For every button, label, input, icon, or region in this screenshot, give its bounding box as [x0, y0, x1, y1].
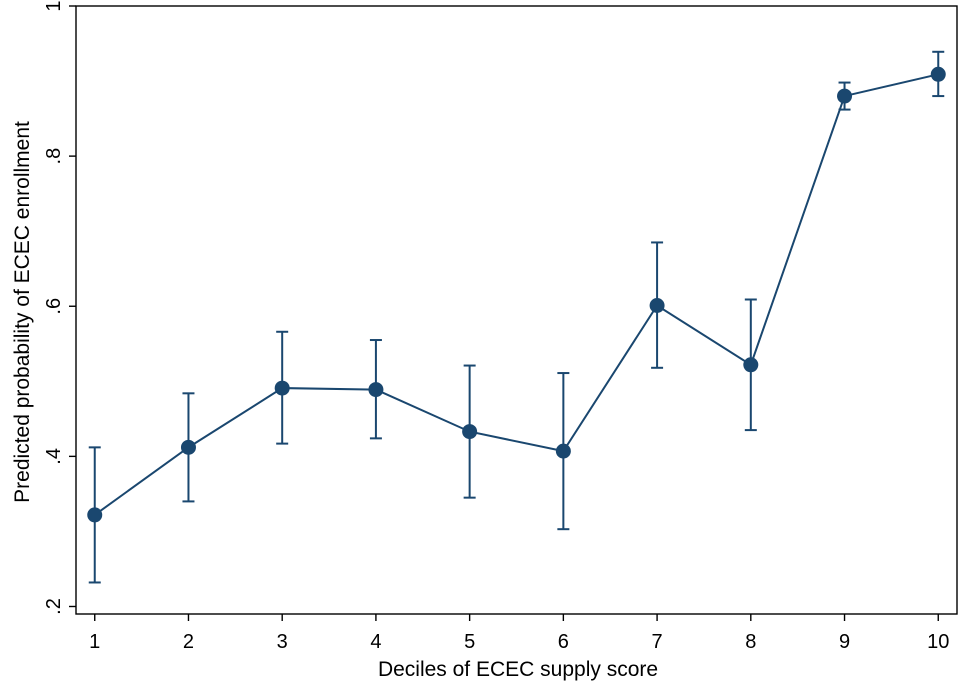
plot-frame — [75, 5, 958, 615]
x-tick-label: 7 — [652, 631, 663, 653]
x-axis-ticks: 1 2 3 4 5 6 7 8 9 10 — [89, 614, 949, 653]
y-tick-label: .6 — [43, 298, 65, 315]
data-point — [87, 507, 103, 523]
data-point — [274, 380, 290, 396]
x-tick-label: 9 — [839, 631, 850, 653]
data-point — [930, 66, 946, 82]
y-tick-label: .8 — [43, 148, 65, 165]
x-tick-label: 5 — [464, 631, 475, 653]
x-tick-label: 10 — [927, 631, 949, 653]
data-point — [555, 443, 571, 459]
y-axis-ticks: .2 .4 .6 .8 1 — [43, 0, 76, 615]
data-point — [743, 357, 759, 373]
data-point — [837, 88, 853, 104]
x-tick-label: 6 — [558, 631, 569, 653]
data-point — [462, 424, 478, 440]
y-tick-label: .2 — [43, 598, 65, 615]
y-tick-label: .4 — [43, 448, 65, 465]
data-point — [180, 439, 196, 455]
series-line — [94, 73, 939, 516]
data-point — [368, 382, 384, 398]
x-axis-title: Deciles of ECEC supply score — [378, 658, 658, 681]
axes — [75, 5, 958, 615]
data-points — [87, 66, 946, 523]
y-tick-label: 1 — [43, 0, 65, 11]
y-axis-title: Predicted probability of ECEC enrollment — [11, 121, 34, 503]
x-tick-label: 3 — [277, 631, 288, 653]
x-tick-label: 1 — [89, 631, 100, 653]
x-tick-label: 4 — [370, 631, 381, 653]
x-tick-label: 8 — [745, 631, 756, 653]
x-tick-label: 2 — [183, 631, 194, 653]
data-point — [649, 297, 665, 313]
series-line-group — [94, 73, 939, 516]
error-bars — [88, 50, 945, 584]
